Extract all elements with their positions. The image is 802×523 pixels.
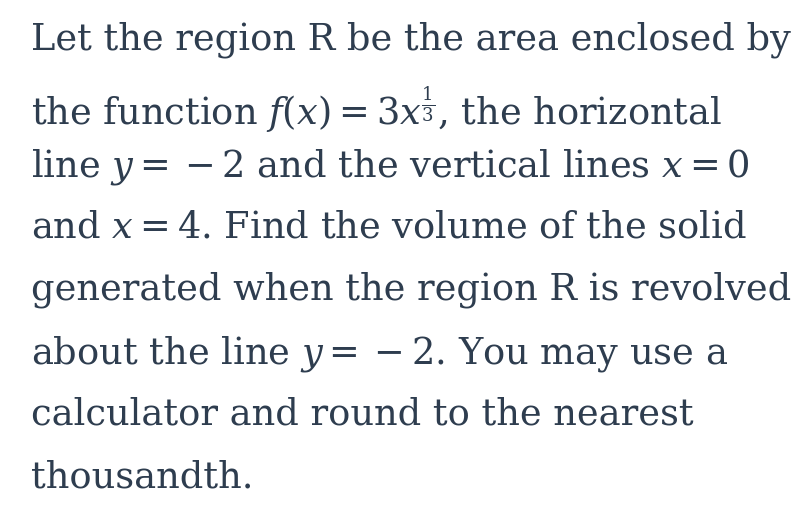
- Text: thousandth.: thousandth.: [30, 460, 253, 495]
- Text: generated when the region R is revolved: generated when the region R is revolved: [30, 272, 790, 309]
- Text: about the line $y = -2$. You may use a: about the line $y = -2$. You may use a: [30, 335, 727, 374]
- Text: line $y = -2$ and the vertical lines $x = 0$: line $y = -2$ and the vertical lines $x …: [30, 147, 748, 187]
- Text: calculator and round to the nearest: calculator and round to the nearest: [30, 397, 692, 433]
- Text: and $x = 4$. Find the volume of the solid: and $x = 4$. Find the volume of the soli…: [30, 210, 745, 245]
- Text: the function $f(x) = 3x^{\frac{1}{3}}$, the horizontal: the function $f(x) = 3x^{\frac{1}{3}}$, …: [30, 85, 721, 135]
- Text: Let the region R be the area enclosed by: Let the region R be the area enclosed by: [30, 22, 789, 59]
